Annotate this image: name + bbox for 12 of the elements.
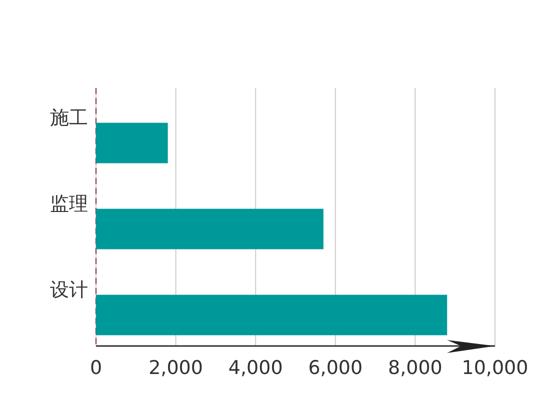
x-tick-label: 2,000 <box>148 357 204 379</box>
y-tick-label: 监理 <box>50 193 88 216</box>
x-tick-label: 6,000 <box>308 357 363 379</box>
bar <box>96 208 324 250</box>
y-tick-label: 施工 <box>50 107 88 130</box>
x-tick-label: 4,000 <box>228 357 283 379</box>
x-tick-label: 0 <box>90 357 102 379</box>
bar <box>96 122 168 164</box>
x-tick-label: 8,000 <box>388 357 442 379</box>
bar <box>96 294 448 336</box>
x-tick-label: 10,000 <box>462 357 528 379</box>
y-tick-label: 设计 <box>50 279 88 302</box>
